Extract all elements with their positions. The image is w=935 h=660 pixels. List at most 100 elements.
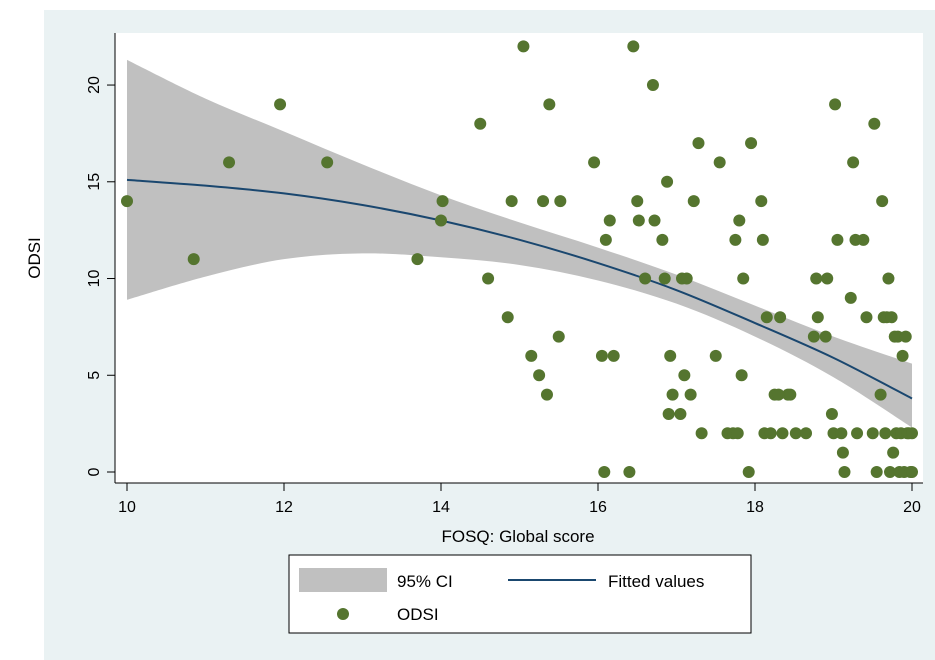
data-point xyxy=(543,98,556,111)
data-point xyxy=(607,349,620,362)
data-point xyxy=(755,195,768,208)
data-point xyxy=(662,407,675,420)
data-point xyxy=(674,407,687,420)
y-tick-label: 10 xyxy=(86,270,103,288)
data-point xyxy=(646,79,659,92)
data-point xyxy=(844,291,857,304)
data-point xyxy=(876,195,889,208)
data-point xyxy=(784,388,797,401)
data-point xyxy=(631,195,644,208)
data-point xyxy=(632,214,645,227)
data-point xyxy=(554,195,567,208)
legend-odsi-swatch xyxy=(337,608,349,620)
data-point xyxy=(713,156,726,169)
data-point xyxy=(525,349,538,362)
data-point xyxy=(825,407,838,420)
data-point xyxy=(595,349,608,362)
data-point xyxy=(533,369,546,382)
fit-line-layer xyxy=(126,178,913,400)
data-point xyxy=(789,427,802,440)
data-point xyxy=(552,330,565,343)
data-point xyxy=(501,311,514,324)
data-point xyxy=(680,272,693,285)
data-point xyxy=(776,427,789,440)
data-point xyxy=(627,40,640,53)
data-point xyxy=(729,233,742,246)
y-tick-label: 15 xyxy=(86,173,103,191)
x-tick-label: 18 xyxy=(746,499,764,516)
y-tick-label: 5 xyxy=(86,371,103,380)
x-tick-label: 12 xyxy=(275,499,293,516)
x-tick-label: 20 xyxy=(903,499,921,516)
data-point xyxy=(896,349,909,362)
data-point xyxy=(821,272,834,285)
data-point xyxy=(223,156,236,169)
x-tick-label: 10 xyxy=(118,499,136,516)
data-point xyxy=(121,195,133,208)
data-point xyxy=(811,311,824,324)
data-point xyxy=(882,272,895,285)
data-point xyxy=(695,427,708,440)
legend: 95% CI Fitted values ODSI xyxy=(288,554,752,634)
ci-band-layer xyxy=(127,59,912,428)
data-point xyxy=(692,137,705,150)
y-ticks: 0 5 10 15 20 xyxy=(86,76,115,476)
data-point xyxy=(760,311,773,324)
data-point xyxy=(857,233,870,246)
fit-line xyxy=(126,178,913,400)
data-point xyxy=(482,272,495,285)
data-point xyxy=(661,175,674,188)
data-point xyxy=(870,466,883,478)
y-tick-label: 20 xyxy=(86,76,103,94)
x-tick-label: 14 xyxy=(432,499,450,516)
legend-ci-label: 95% CI xyxy=(397,572,453,591)
data-point xyxy=(860,311,873,324)
data-point xyxy=(274,98,287,111)
data-point xyxy=(656,233,669,246)
data-point xyxy=(884,466,897,478)
data-point xyxy=(666,388,679,401)
y-tick-label: 0 xyxy=(86,467,103,476)
data-point xyxy=(879,427,892,440)
data-point xyxy=(540,388,553,401)
data-point xyxy=(687,195,700,208)
data-point xyxy=(847,156,860,169)
data-point xyxy=(774,311,787,324)
data-point xyxy=(831,233,844,246)
data-point xyxy=(906,466,918,478)
data-point xyxy=(658,272,671,285)
x-tick-label: 16 xyxy=(589,499,607,516)
data-point xyxy=(807,330,820,343)
data-point xyxy=(810,272,823,285)
data-point xyxy=(838,466,851,478)
data-point xyxy=(709,349,722,362)
data-point xyxy=(187,253,200,266)
data-point xyxy=(735,369,748,382)
data-point xyxy=(598,466,611,478)
data-point xyxy=(599,233,612,246)
data-point xyxy=(733,214,746,227)
data-point xyxy=(887,446,900,459)
data-point xyxy=(899,330,912,343)
data-point xyxy=(737,272,750,285)
data-point xyxy=(664,349,677,362)
data-point xyxy=(756,233,769,246)
data-point xyxy=(411,253,424,266)
axes xyxy=(114,33,923,484)
data-point xyxy=(505,195,518,208)
data-point xyxy=(836,446,849,459)
legend-ci-swatch xyxy=(299,568,387,592)
ci-band xyxy=(127,59,912,428)
data-point xyxy=(851,427,864,440)
data-point xyxy=(819,330,832,343)
data-point xyxy=(537,195,550,208)
legend-box xyxy=(288,554,752,634)
data-point xyxy=(800,427,813,440)
scatter-points-layer xyxy=(121,40,918,478)
legend-fit-label: Fitted values xyxy=(608,572,704,591)
data-point xyxy=(772,388,785,401)
data-point xyxy=(835,427,848,440)
data-point xyxy=(684,388,697,401)
data-point xyxy=(648,214,661,227)
